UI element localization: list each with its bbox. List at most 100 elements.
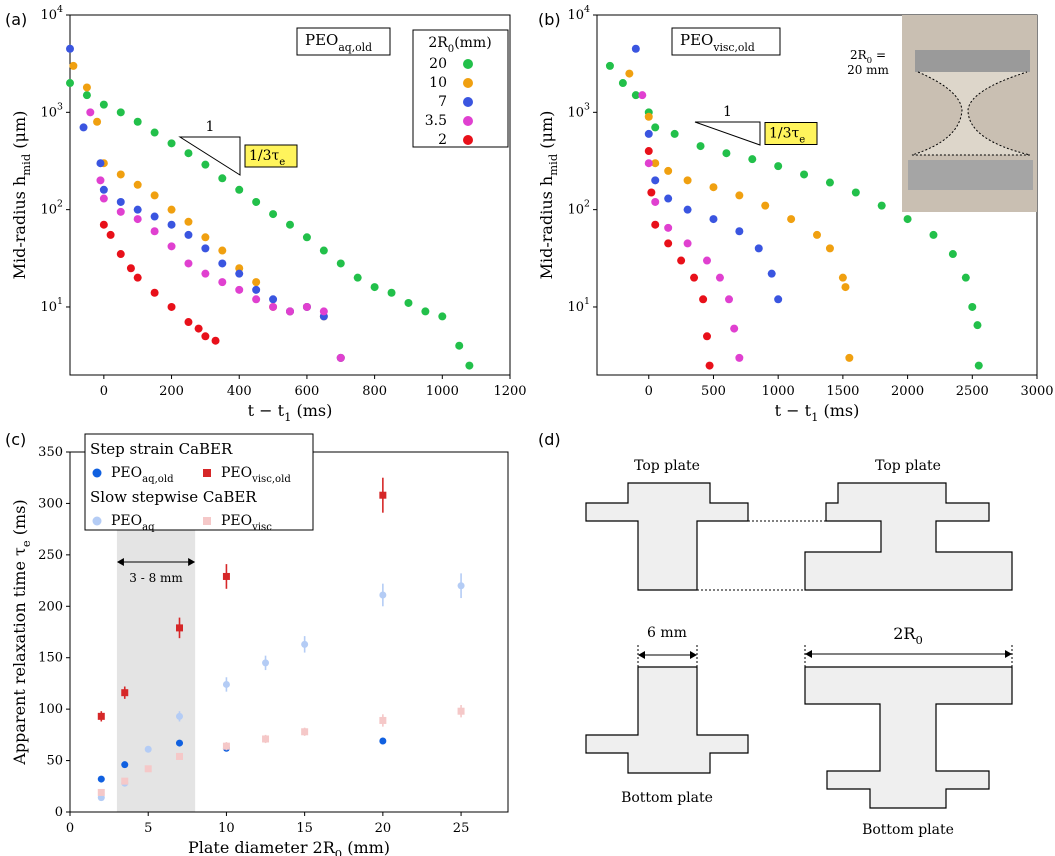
legend-marker — [463, 97, 473, 107]
x-tick-label: 400 — [227, 384, 252, 399]
point — [664, 239, 673, 248]
slope-box — [764, 122, 818, 145]
point — [353, 273, 362, 282]
point — [167, 139, 176, 148]
point — [754, 244, 763, 253]
point — [703, 332, 711, 341]
data-layer — [97, 477, 465, 802]
x-tick-label: 2500 — [956, 384, 989, 399]
point — [838, 273, 847, 282]
legend-marker — [203, 517, 211, 525]
legend-marker — [92, 516, 102, 526]
point — [457, 707, 465, 715]
point — [201, 160, 210, 169]
point — [133, 117, 142, 126]
legend-marker — [463, 116, 473, 126]
x-axis-label: Plate diameter 2R0 (mm) — [188, 838, 390, 856]
slope-note: 1/3τe — [249, 148, 285, 168]
point — [903, 215, 912, 224]
point — [699, 295, 708, 304]
label-box — [671, 27, 781, 56]
y-tick-label: 103 — [41, 101, 64, 120]
panel-label: (b) — [538, 10, 561, 29]
point — [116, 108, 125, 117]
point — [133, 273, 142, 282]
point — [167, 302, 176, 311]
point — [269, 210, 278, 219]
panel-label: (a) — [5, 10, 27, 29]
y-tick-label: 104 — [568, 4, 591, 23]
point — [664, 223, 673, 232]
legend-label: 7 — [438, 94, 447, 110]
point — [262, 735, 270, 743]
point — [96, 159, 105, 168]
point — [677, 256, 686, 265]
point — [201, 269, 210, 278]
point — [218, 246, 227, 255]
point — [99, 194, 108, 203]
point — [184, 230, 193, 239]
point — [116, 197, 125, 206]
point — [319, 246, 328, 255]
point — [116, 250, 125, 259]
point — [651, 197, 660, 206]
point — [379, 716, 387, 724]
point — [465, 361, 474, 370]
x-tick-label: 1500 — [826, 384, 859, 399]
point — [222, 572, 230, 580]
x-tick-label: 200 — [159, 384, 184, 399]
point — [968, 302, 977, 311]
point — [387, 288, 396, 297]
legend-label: PEOaq,old — [111, 465, 174, 485]
legend-marker — [203, 469, 211, 477]
point — [184, 149, 193, 158]
point — [800, 170, 809, 179]
point — [218, 278, 227, 287]
y-tick-label: 150 — [38, 650, 63, 665]
inset-label: 20 mm — [847, 63, 889, 77]
annotation: 3 - 8 mm — [129, 571, 183, 585]
label: Top plate — [875, 458, 941, 474]
point — [99, 220, 108, 229]
point — [664, 166, 673, 175]
point — [116, 170, 125, 179]
point — [961, 273, 970, 282]
inset-plate — [908, 160, 1033, 190]
y-tick-label: 250 — [38, 547, 63, 562]
point — [218, 259, 227, 268]
legend-marker — [92, 468, 102, 478]
point — [647, 188, 656, 197]
point — [150, 128, 159, 137]
point — [252, 197, 261, 206]
point — [787, 215, 796, 224]
point — [116, 207, 125, 216]
point — [715, 273, 724, 282]
point — [631, 44, 640, 53]
y-tick-label: 350 — [38, 445, 63, 460]
plates — [804, 666, 1013, 809]
point — [813, 230, 821, 239]
point — [948, 250, 957, 259]
point — [379, 737, 387, 745]
point — [97, 712, 105, 720]
point — [97, 788, 105, 796]
point — [625, 69, 634, 78]
point — [66, 79, 74, 88]
point — [176, 712, 183, 720]
x-tick-label: 500 — [701, 384, 726, 399]
point — [735, 353, 744, 362]
legend-marker — [463, 59, 473, 69]
point — [825, 244, 834, 253]
point — [184, 217, 193, 226]
point — [96, 176, 105, 185]
point — [269, 302, 278, 311]
point — [683, 239, 692, 248]
point — [370, 283, 379, 292]
point — [121, 689, 129, 697]
point — [877, 201, 886, 210]
point — [82, 83, 91, 92]
point — [421, 307, 430, 316]
x-tick-label: 0 — [100, 384, 108, 399]
point — [761, 201, 770, 210]
point — [269, 295, 278, 304]
